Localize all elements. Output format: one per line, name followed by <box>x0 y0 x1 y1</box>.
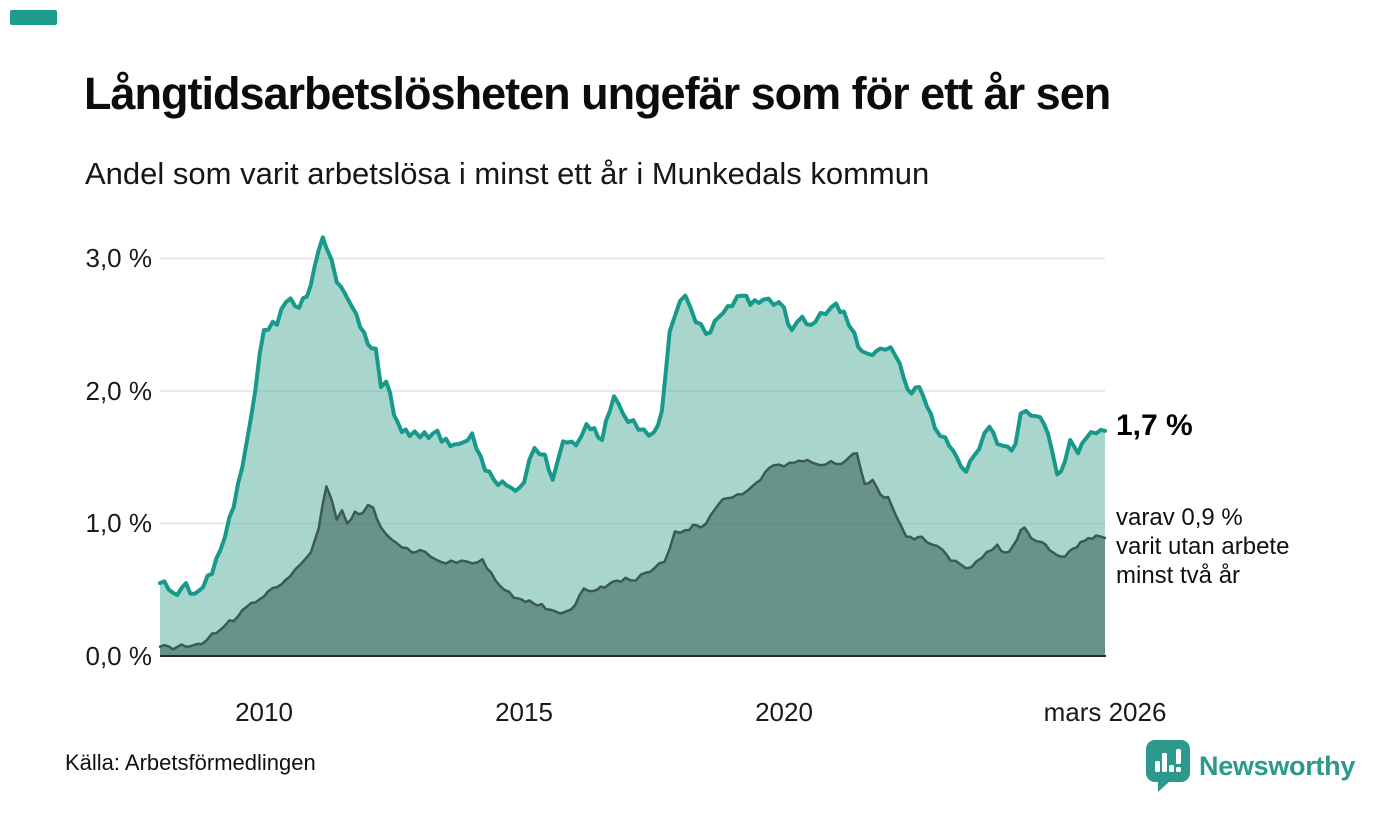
x-axis-tick-2015: 2015 <box>495 697 553 727</box>
x-axis-tick-mars-2026: mars 2026 <box>1043 697 1167 727</box>
y-axis-tick-0: 0,0 % <box>85 641 153 671</box>
two-year-annotation: varav 0,9 % varit utan arbete minst två … <box>1116 503 1289 590</box>
y-axis-tick-2: 2,0 % <box>85 376 153 406</box>
two-year-annotation-line2: varit utan arbete <box>1116 533 1290 560</box>
source-text: Källa: Arbetsförmedlingen <box>65 750 316 775</box>
y-axis-tick-3: 3,0 % <box>85 243 153 273</box>
two-year-annotation-line3: minst två år <box>1116 562 1241 589</box>
brand-dash <box>10 10 57 25</box>
page-title: Långtidsarbetslösheten ungefär som för e… <box>84 68 1111 119</box>
newsworthy-logo: Newsworthy <box>1146 740 1355 792</box>
newsworthy-logo-icon <box>1146 740 1190 792</box>
x-axis-tick-2020: 2020 <box>755 697 813 727</box>
newsworthy-logo-text: Newsworthy <box>1199 750 1356 781</box>
y-axis-tick-1: 1,0 % <box>85 508 153 538</box>
two-year-annotation-line1: varav 0,9 % <box>1116 504 1243 531</box>
latest-value-label: 1,7 % <box>1116 409 1193 442</box>
page-subtitle: Andel som varit arbetslösa i minst ett å… <box>85 156 930 191</box>
x-axis-tick-2010: 2010 <box>235 697 293 727</box>
